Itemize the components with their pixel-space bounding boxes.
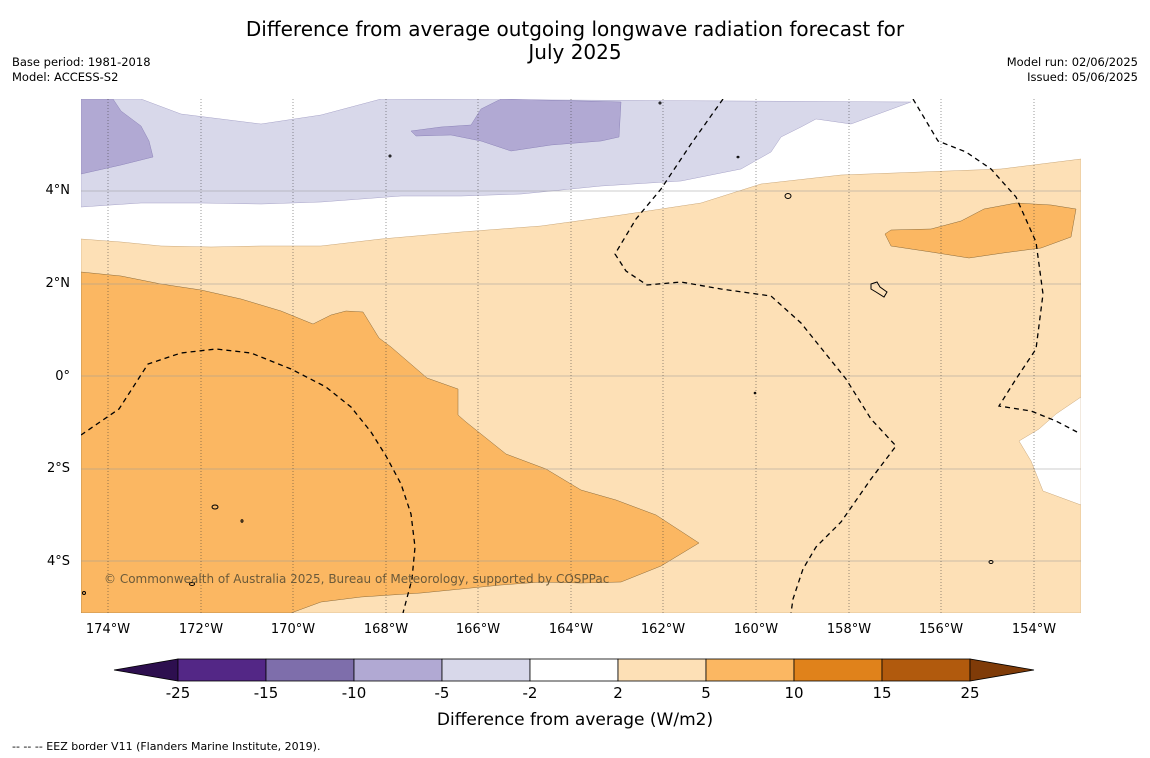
colorbar-segment-neg10-neg5 bbox=[353, 658, 443, 682]
model-name: Model: ACCESS-S2 bbox=[12, 70, 119, 84]
lat-label-2n: 2°N bbox=[45, 276, 71, 291]
eez-legend-footer: -- -- -- EEZ border V11 (Flanders Marine… bbox=[12, 740, 321, 753]
map-panel bbox=[81, 99, 1081, 613]
colorbar-label-neg25: -25 bbox=[165, 684, 191, 702]
eez-border-west bbox=[81, 348, 416, 613]
map-title: Difference from average outgoing longwav… bbox=[0, 18, 1150, 64]
colorbar-segment-2-5 bbox=[617, 658, 707, 682]
title-line-2: July 2025 bbox=[528, 40, 622, 64]
contour-neutral-east bbox=[1018, 396, 1081, 506]
lon-label-164w: 164°W bbox=[548, 622, 594, 637]
island-1 bbox=[211, 504, 219, 510]
lon-label-172w: 172°W bbox=[178, 622, 224, 637]
island-4 bbox=[82, 591, 86, 595]
lon-label-156w: 156°W bbox=[918, 622, 964, 637]
colorbar-label-neg10: -10 bbox=[341, 684, 367, 702]
islands bbox=[82, 101, 994, 595]
colorbar-label-neg2: -2 bbox=[522, 684, 538, 702]
colorbar-segment-15-25 bbox=[881, 658, 971, 682]
colorbar-label-neg5: -5 bbox=[434, 684, 450, 702]
eez-borders bbox=[81, 99, 1078, 613]
lon-label-160w: 160°W bbox=[733, 622, 779, 637]
colorbar-label-5: 5 bbox=[701, 684, 711, 702]
meta-left: Base period: 1981-2018 Model: ACCESS-S2 bbox=[12, 55, 151, 85]
graticule bbox=[81, 99, 1081, 613]
colorbar-segment-neg15-neg10 bbox=[265, 658, 355, 682]
colorbar-title: Difference from average (W/m2) bbox=[436, 710, 714, 730]
colorbar-label-25: 25 bbox=[960, 684, 980, 702]
colorbar-label-10: 10 bbox=[784, 684, 804, 702]
colorbar-segment-neg2-2 bbox=[529, 658, 619, 682]
contour-neg-10-5-west bbox=[81, 99, 154, 175]
lon-label-154w: 154°W bbox=[1011, 622, 1057, 637]
colorbar-under-arrow bbox=[113, 658, 179, 682]
colorbar-label-15: 15 bbox=[872, 684, 892, 702]
lat-label-2s: 2°S bbox=[46, 461, 70, 476]
lat-label-0: 0° bbox=[55, 369, 70, 384]
lon-label-170w: 170°W bbox=[270, 622, 316, 637]
colorbar-segment-10-15 bbox=[793, 658, 883, 682]
lat-label-4s: 4°S bbox=[46, 554, 70, 569]
title-line-1: Difference from average outgoing longwav… bbox=[245, 17, 905, 41]
colorbar-segment-neg5-neg2 bbox=[441, 658, 531, 682]
colorbar-over-arrow bbox=[969, 658, 1035, 682]
meta-right: Model run: 02/06/2025 Issued: 05/06/2025 bbox=[1007, 55, 1138, 85]
lon-label-158w: 158°W bbox=[826, 622, 872, 637]
contour-neg-5-2 bbox=[81, 99, 912, 208]
contour-5-10-east bbox=[884, 202, 1077, 259]
lon-label-166w: 166°W bbox=[455, 622, 501, 637]
lon-label-162w: 162°W bbox=[640, 622, 686, 637]
colorbar bbox=[113, 658, 1035, 682]
issued-date: Issued: 05/06/2025 bbox=[1027, 70, 1138, 84]
colorbar-segment-neg25-neg15 bbox=[177, 658, 267, 682]
island-6 bbox=[870, 281, 888, 298]
island-2 bbox=[240, 519, 244, 523]
lat-label-4n: 4°N bbox=[45, 183, 71, 198]
eez-border-central bbox=[614, 99, 897, 613]
colorbar-label-neg15: -15 bbox=[253, 684, 279, 702]
copyright-notice: © Commonwealth of Australia 2025, Bureau… bbox=[104, 572, 610, 586]
lon-label-174w: 174°W bbox=[85, 622, 131, 637]
lon-label-168w: 168°W bbox=[363, 622, 409, 637]
base-period: Base period: 1981-2018 bbox=[12, 55, 151, 69]
island-3 bbox=[189, 582, 195, 586]
colorbar-segment-5-10 bbox=[705, 658, 795, 682]
model-run: Model run: 02/06/2025 bbox=[1006, 55, 1138, 69]
island-11 bbox=[388, 154, 392, 158]
island-10 bbox=[736, 155, 740, 159]
island-7 bbox=[988, 560, 994, 564]
island-8 bbox=[753, 391, 757, 395]
colorbar-label-2: 2 bbox=[613, 684, 623, 702]
contour-5-10-west bbox=[81, 271, 700, 613]
contour-neg-10-5-mid bbox=[410, 99, 622, 152]
island-9 bbox=[658, 101, 662, 105]
island-5 bbox=[784, 193, 792, 199]
